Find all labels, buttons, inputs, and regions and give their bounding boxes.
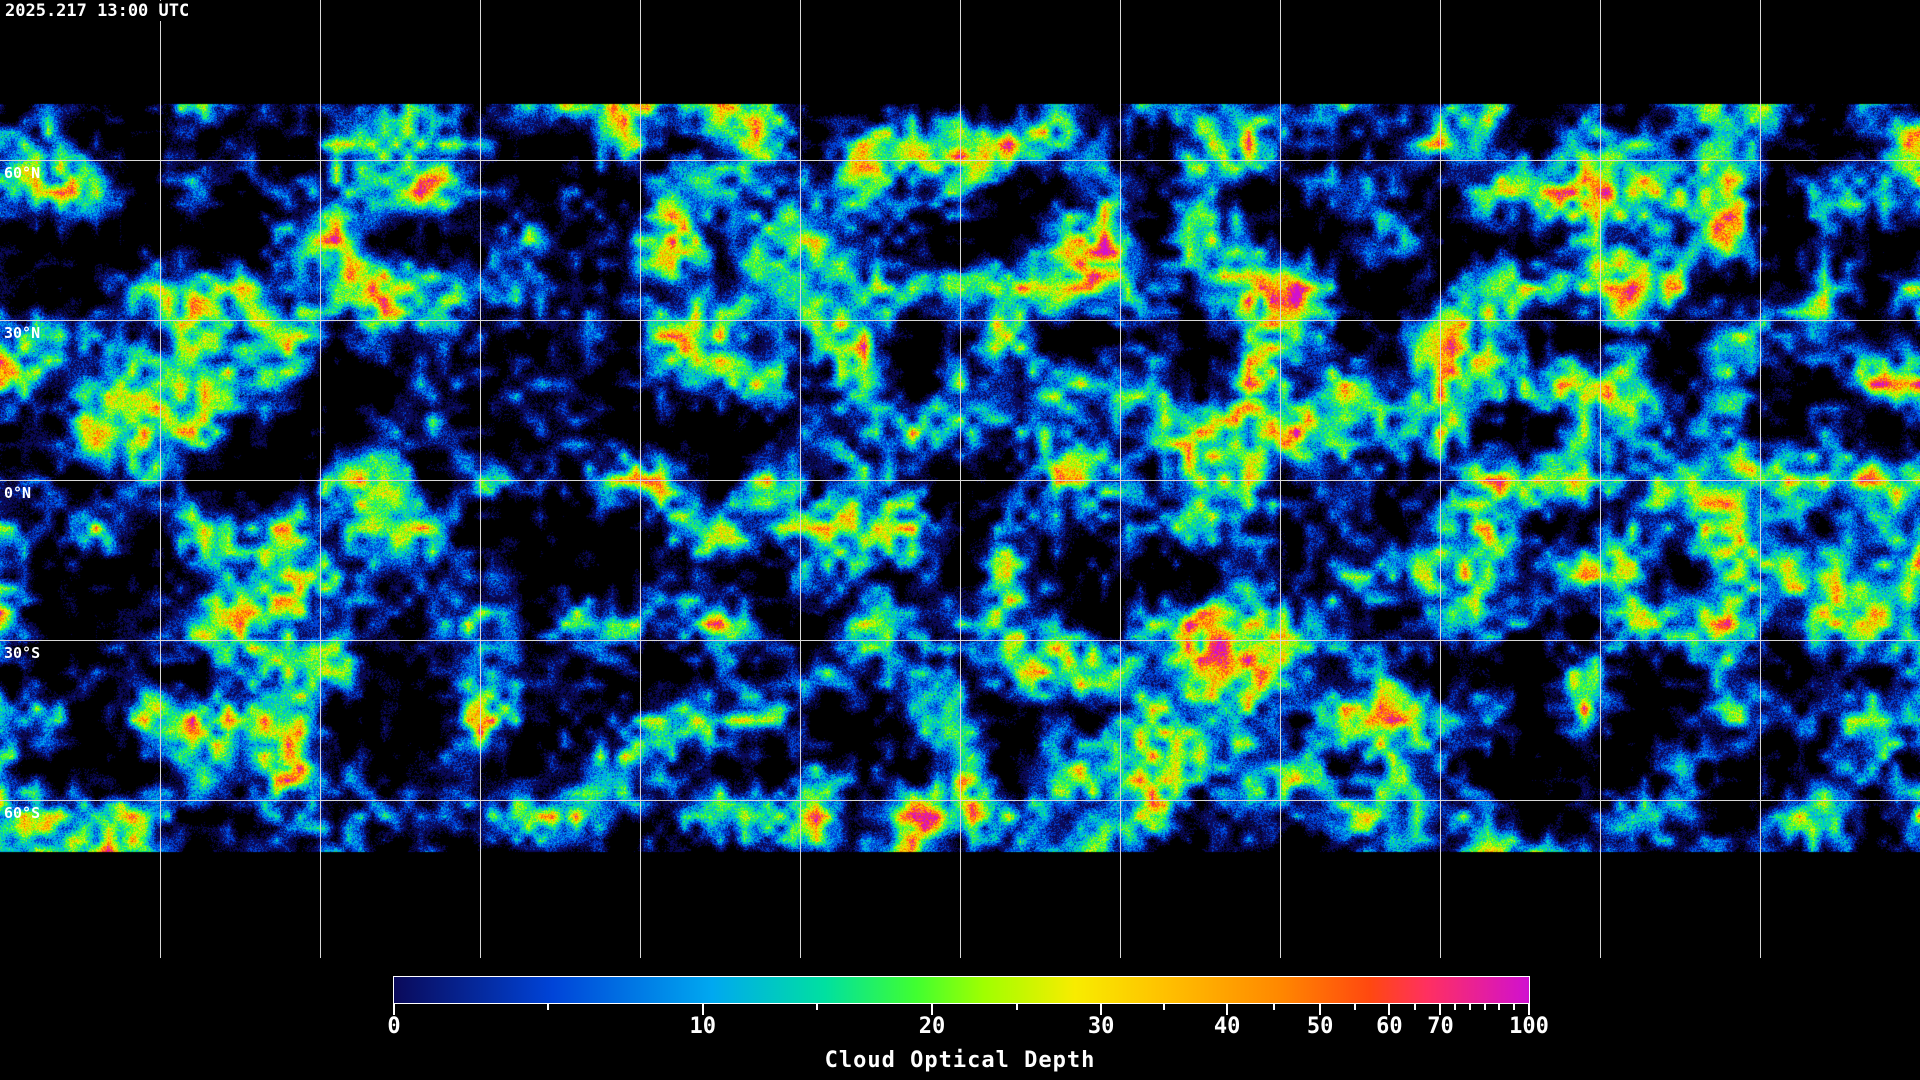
colorbar-minor-tick: [1163, 1003, 1166, 1010]
colorbar-major-tick: [393, 1003, 395, 1015]
colorbar-tick-label: 50: [1306, 1014, 1334, 1039]
latitude-line: [0, 640, 1920, 641]
colorbar-minor-tick: [1513, 1003, 1516, 1010]
longitude-line: [320, 0, 321, 958]
longitude-line: [1760, 0, 1761, 958]
latitude-line: [0, 480, 1920, 481]
longitude-line: [960, 0, 961, 958]
colorbar-tick-label: 40: [1213, 1014, 1241, 1039]
colorbar-minor-tick: [1498, 1003, 1501, 1010]
lat-label-30s: 30°S: [4, 644, 41, 662]
colorbar-tick-label: 100: [1509, 1014, 1549, 1039]
longitude-line: [640, 0, 641, 958]
longitude-line: [160, 0, 161, 958]
colorbar-minor-tick: [1413, 1003, 1416, 1010]
colorbar-major-tick: [1226, 1003, 1229, 1015]
timestamp: 2025.217 13:00 UTC: [3, 1, 192, 21]
colorbar-major-tick: [701, 1003, 704, 1015]
latitude-line: [0, 800, 1920, 801]
colorbar-tick-label: 20: [918, 1014, 946, 1039]
colorbar-minor-tick: [1483, 1003, 1486, 1010]
colorbar-minor-tick: [816, 1003, 819, 1010]
longitude-line: [1120, 0, 1121, 958]
colorbar-major-tick: [1100, 1003, 1103, 1015]
lat-label-60n: 60°N: [4, 164, 41, 182]
colorbar-tick-label: 0: [387, 1014, 401, 1039]
colorbar-minor-tick: [1015, 1003, 1018, 1010]
colorbar-major-tick: [930, 1003, 933, 1015]
colorbar-minor-tick: [1272, 1003, 1275, 1010]
lat-label-0n: 0°N: [4, 484, 32, 502]
colorbar-minor-tick: [1454, 1003, 1457, 1010]
longitude-line: [1600, 0, 1601, 958]
colorbar-major-tick: [1439, 1003, 1442, 1015]
colorbar-minor-tick: [1353, 1003, 1356, 1010]
colorbar-minor-tick: [547, 1003, 550, 1010]
longitude-line: [1280, 0, 1281, 958]
colorbar-tick-label: 70: [1427, 1014, 1454, 1039]
lat-label-60s: 60°S: [4, 804, 41, 822]
longitude-line: [480, 0, 481, 958]
colorbar-tick-label: 60: [1376, 1014, 1403, 1039]
colorbar-minor-tick: [1468, 1003, 1471, 1010]
colorbar-major-tick: [1388, 1003, 1391, 1015]
colorbar: [393, 976, 1530, 1004]
colorbar-major-tick: [1528, 1003, 1530, 1015]
longitude-line: [1440, 0, 1441, 958]
colorbar-major-tick: [1319, 1003, 1322, 1015]
lat-label-30n: 30°N: [4, 324, 41, 342]
cloud-optical-depth-map: 60°N 30°N 0°N 30°S 60°S: [0, 0, 1920, 958]
latitude-line: [0, 160, 1920, 161]
colorbar-tick-label: 30: [1087, 1014, 1115, 1039]
colorbar-tick-label: 10: [689, 1014, 716, 1039]
longitude-line: [800, 0, 801, 958]
latitude-line: [0, 320, 1920, 321]
colorbar-label: Cloud Optical Depth: [824, 1048, 1096, 1073]
